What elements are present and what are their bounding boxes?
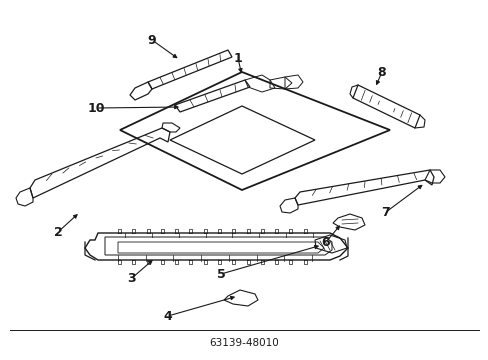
Text: 1: 1 bbox=[233, 51, 242, 64]
Text: 10: 10 bbox=[87, 102, 104, 114]
Text: 2: 2 bbox=[54, 225, 62, 238]
Text: 6: 6 bbox=[321, 235, 329, 248]
Text: 5: 5 bbox=[216, 267, 225, 280]
Text: 9: 9 bbox=[147, 33, 156, 46]
Text: 7: 7 bbox=[381, 206, 389, 219]
Text: 3: 3 bbox=[127, 271, 136, 284]
Text: 4: 4 bbox=[163, 310, 172, 323]
Text: 8: 8 bbox=[377, 66, 386, 78]
Text: 63139-48010: 63139-48010 bbox=[209, 338, 279, 348]
